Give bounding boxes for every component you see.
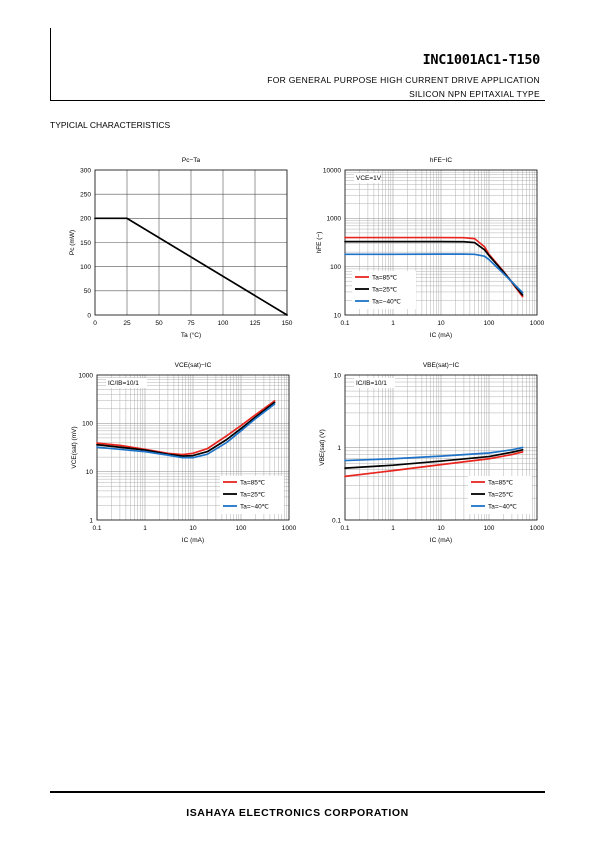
y-tick-label: 0	[87, 312, 91, 319]
plot-frame	[344, 169, 538, 316]
section-title: TYPICIAL CHARACTERISTICS	[50, 120, 171, 130]
x-tick-label: 0.1	[340, 525, 349, 532]
x-tick-label: 25	[123, 320, 131, 327]
x-tick-label: 100	[484, 525, 495, 532]
series-line-0	[344, 451, 524, 478]
x-tick-label: 100	[218, 320, 229, 327]
annotation-bg	[354, 378, 395, 388]
x-tick-label: 0	[93, 320, 97, 327]
series-line-1	[344, 448, 524, 469]
header-frame-left	[50, 28, 51, 100]
y-tick-label: 50	[84, 288, 92, 295]
legend-label: Ta=85℃	[372, 274, 398, 281]
chart-title: VCE(sat)−IC	[175, 362, 212, 369]
y-tick-label: 1000	[79, 372, 94, 379]
y-axis-label: VBE(sat) (V)	[319, 429, 326, 465]
x-axis-label: IC (mA)	[182, 537, 204, 544]
x-tick-label: 50	[155, 320, 163, 327]
series-line-2	[96, 403, 276, 459]
device-type-line: SILICON NPN EPITAXIAL TYPE	[409, 89, 540, 99]
y-tick-label: 100	[80, 264, 91, 271]
x-axis-label: Ta (°C)	[181, 331, 201, 339]
y-axis-label: hFE (−)	[316, 232, 323, 254]
legend-label: Ta=−40℃	[372, 298, 402, 305]
y-tick-label: 0.1	[332, 517, 341, 524]
series-line-1	[96, 401, 276, 457]
series-line-0	[94, 217, 288, 316]
chart-title: VBE(sat)−IC	[423, 362, 460, 369]
x-tick-label: 10	[437, 525, 445, 532]
series-line-1	[344, 240, 524, 296]
chart-annotation: IC/IB=10/1	[108, 380, 139, 387]
x-axis-label: IC (mA)	[430, 332, 452, 339]
x-tick-label: 100	[236, 525, 247, 532]
x-tick-label: 150	[282, 320, 293, 327]
y-tick-label: 1	[89, 517, 93, 524]
y-tick-label: 200	[80, 216, 91, 223]
annotation-bg	[354, 173, 381, 183]
y-tick-label: 10	[86, 469, 94, 476]
y-axis-label: Pc (mW)	[69, 230, 76, 255]
y-tick-label: 1000	[327, 216, 342, 223]
y-tick-label: 100	[82, 421, 93, 428]
y-tick-label: 300	[80, 167, 91, 174]
x-tick-label: 0.1	[92, 525, 101, 532]
legend-label: Ta=25℃	[372, 286, 398, 293]
series-line-2	[344, 253, 524, 294]
x-tick-label: 1000	[530, 525, 545, 532]
series-line-2	[344, 446, 524, 462]
legend-label: Ta=85℃	[240, 479, 266, 486]
footer-rule	[50, 791, 545, 793]
chart-hfe-ic: 0.1 1 10 100 1000 10 100 1000 10000 hFE−IC IC (mA)…	[316, 157, 545, 339]
chart-annotation: IC/IB=10/1	[356, 380, 387, 387]
y-tick-label: 10	[334, 372, 342, 379]
x-tick-label: 1000	[530, 320, 545, 327]
x-tick-label: 1000	[282, 525, 297, 532]
plot-frame	[344, 374, 538, 521]
company-name: ISAHAYA ELECTRONICS CORPORATION	[186, 807, 409, 819]
part-number: INC1001AC1-T150	[422, 52, 541, 68]
x-tick-label: 1	[391, 525, 395, 532]
y-tick-label: 10	[334, 312, 342, 319]
x-tick-label: 1	[143, 525, 147, 532]
plot-frame	[94, 169, 288, 316]
x-tick-label: 75	[187, 320, 195, 327]
x-tick-label: 10	[189, 525, 197, 532]
legend-label: Ta=−40℃	[240, 503, 270, 510]
y-tick-label: 150	[80, 240, 91, 247]
series-line-0	[96, 400, 276, 456]
legend-label: Ta=25℃	[488, 491, 514, 498]
y-axis-label: VCE(sat) (mV)	[71, 426, 78, 468]
legend-label: Ta=85℃	[488, 479, 514, 486]
chart-vbesat-ic: 0.1 1 10 100 1000 0.1 1 10 VBE(sat)−IC IC (mA) VBE…	[319, 362, 545, 544]
annotation-bg	[106, 378, 147, 388]
application-line: FOR GENERAL PURPOSE HIGH CURRENT DRIVE A…	[267, 75, 540, 85]
y-tick-label: 1	[337, 445, 341, 452]
x-tick-label: 0.1	[340, 320, 349, 327]
chart-pc-ta: 0 25 50 75 100 125 150 0 50 100 150 200 250 300 Pc−Ta T…	[69, 157, 293, 339]
x-axis-label: IC (mA)	[430, 537, 452, 544]
chart-title: hFE−IC	[430, 157, 453, 164]
legend-label: Ta=25℃	[240, 491, 266, 498]
chart-annotation: VCE=1V	[356, 175, 382, 182]
x-tick-label: 100	[484, 320, 495, 327]
y-tick-label: 10000	[323, 167, 341, 174]
x-tick-label: 1	[391, 320, 395, 327]
chart-title: Pc−Ta	[182, 157, 201, 164]
x-tick-label: 125	[250, 320, 261, 327]
x-tick-label: 10	[437, 320, 445, 327]
y-tick-label: 100	[330, 264, 341, 271]
legend-label: Ta=−40℃	[488, 503, 518, 510]
header-frame-bottom	[50, 100, 545, 101]
y-tick-label: 250	[80, 191, 91, 198]
